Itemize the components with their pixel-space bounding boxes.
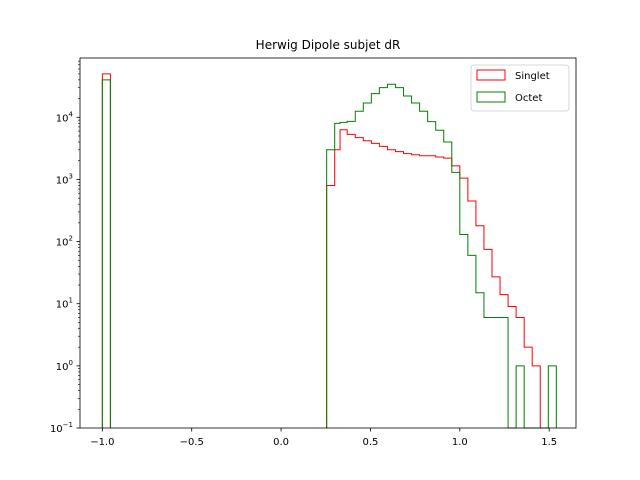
legend-label-octet: Octet [515,93,542,104]
plot-frame [79,57,577,429]
chart-title: Herwig Dipole subjet dR [256,38,401,52]
y-tick-label: 103 [56,172,73,186]
x-tick-label: 1.5 [541,437,557,448]
x-axis: −1.0 −0.5 0.0 0.5 1.0 1.5 [90,428,557,448]
x-tick-label: 0.0 [273,437,289,448]
y-tick-label: 102 [56,235,73,249]
x-tick-label: −1.0 [90,437,114,448]
x-tick-label: 0.5 [362,437,378,448]
legend-swatch-octet [476,91,506,103]
y-axis: 10−1 100 101 102 103 104 [50,60,80,435]
x-tick-label: 1.0 [452,437,468,448]
legend: Singlet Octet [470,64,570,112]
legend-box [470,64,570,112]
y-tick-label: 10−1 [50,421,73,435]
y-tick-label: 104 [56,110,74,124]
x-tick-label: −0.5 [180,437,204,448]
legend-label-singlet: Singlet [515,71,550,82]
y-tick-label: 100 [56,359,73,373]
plot-area [80,58,576,428]
y-tick-label: 101 [56,297,73,311]
legend-swatch-singlet [476,69,506,81]
series-layer [101,73,557,429]
